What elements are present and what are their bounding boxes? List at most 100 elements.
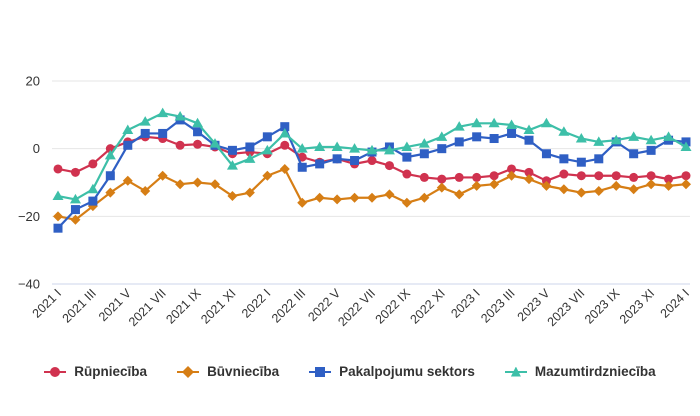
data-point[interactable] <box>53 164 63 174</box>
data-point[interactable] <box>646 145 656 155</box>
data-point[interactable] <box>541 180 552 191</box>
data-point[interactable] <box>454 189 465 200</box>
data-point[interactable] <box>558 184 569 195</box>
data-point[interactable] <box>646 179 657 190</box>
data-point[interactable] <box>104 149 116 160</box>
data-point[interactable] <box>593 136 605 146</box>
data-point[interactable] <box>193 139 203 149</box>
data-point[interactable] <box>332 154 342 164</box>
data-point[interactable] <box>70 167 80 177</box>
data-point[interactable] <box>245 142 255 152</box>
data-point[interactable] <box>279 163 290 174</box>
data-point[interactable] <box>105 171 115 181</box>
data-point[interactable] <box>401 141 413 151</box>
data-point[interactable] <box>629 149 639 159</box>
data-point[interactable] <box>384 189 395 200</box>
data-point[interactable] <box>140 185 151 196</box>
data-point[interactable] <box>193 127 203 137</box>
data-point[interactable] <box>227 191 238 202</box>
data-point[interactable] <box>192 177 203 188</box>
data-point[interactable] <box>418 138 430 148</box>
data-point[interactable] <box>524 135 534 145</box>
data-point[interactable] <box>350 156 360 166</box>
data-point[interactable] <box>594 171 604 181</box>
data-point[interactable] <box>210 179 220 190</box>
data-point[interactable] <box>192 117 204 128</box>
data-point[interactable] <box>70 205 80 215</box>
data-point[interactable] <box>367 192 377 203</box>
legend-item-3[interactable]: Mazumtirdzniecība <box>504 364 656 379</box>
data-point[interactable] <box>261 144 273 155</box>
data-point[interactable] <box>664 174 674 184</box>
data-point[interactable] <box>280 122 290 132</box>
data-point[interactable] <box>158 128 168 138</box>
data-point[interactable] <box>69 193 81 204</box>
data-point[interactable] <box>594 154 604 164</box>
data-point[interactable] <box>296 143 308 153</box>
data-point[interactable] <box>315 159 325 169</box>
data-point[interactable] <box>88 159 98 169</box>
legend-item-0[interactable]: Rūpniecība <box>44 364 147 379</box>
data-point[interactable] <box>53 223 63 233</box>
data-point[interactable] <box>453 121 465 131</box>
data-point[interactable] <box>139 116 151 126</box>
data-point[interactable] <box>70 214 81 225</box>
data-point[interactable] <box>454 172 464 182</box>
data-point[interactable] <box>367 156 377 166</box>
data-point[interactable] <box>645 134 657 145</box>
data-point[interactable] <box>489 171 499 181</box>
data-point[interactable] <box>227 145 237 155</box>
data-point[interactable] <box>53 211 63 222</box>
data-point[interactable] <box>226 160 238 170</box>
data-point[interactable] <box>646 171 656 181</box>
data-point[interactable] <box>419 172 429 182</box>
data-point[interactable] <box>280 140 290 150</box>
data-point[interactable] <box>489 179 500 190</box>
data-point[interactable] <box>437 144 447 154</box>
data-point[interactable] <box>174 111 186 121</box>
data-point[interactable] <box>523 124 535 135</box>
data-point[interactable] <box>628 184 639 195</box>
data-point[interactable] <box>88 196 98 206</box>
data-point[interactable] <box>524 167 534 177</box>
data-point[interactable] <box>681 171 691 181</box>
data-point[interactable] <box>383 144 395 155</box>
data-point[interactable] <box>576 171 586 181</box>
data-point[interactable] <box>611 171 621 181</box>
data-point[interactable] <box>87 183 99 194</box>
data-point[interactable] <box>279 127 291 138</box>
data-point[interactable] <box>366 144 378 155</box>
data-point[interactable] <box>681 179 691 190</box>
data-point[interactable] <box>244 187 255 198</box>
data-point[interactable] <box>244 153 256 163</box>
data-point[interactable] <box>122 124 134 135</box>
legend-item-2[interactable]: Pakalpojumu sektors <box>309 364 475 379</box>
data-point[interactable] <box>262 170 273 181</box>
data-point[interactable] <box>105 187 116 198</box>
data-point[interactable] <box>419 149 429 159</box>
data-point[interactable] <box>436 182 447 193</box>
data-point[interactable] <box>209 138 221 148</box>
data-point[interactable] <box>576 157 586 167</box>
data-point[interactable] <box>507 164 517 174</box>
data-point[interactable] <box>175 140 185 150</box>
data-point[interactable] <box>541 149 551 159</box>
data-point[interactable] <box>332 194 343 205</box>
data-point[interactable] <box>575 133 587 143</box>
data-point[interactable] <box>472 132 482 142</box>
data-point[interactable] <box>611 180 622 191</box>
data-point[interactable] <box>507 128 517 138</box>
data-point[interactable] <box>419 192 430 203</box>
data-point[interactable] <box>314 192 325 203</box>
data-point[interactable] <box>262 132 272 142</box>
data-point[interactable] <box>402 169 412 179</box>
data-point[interactable] <box>506 170 517 181</box>
data-point[interactable] <box>123 140 133 150</box>
data-point[interactable] <box>558 126 570 136</box>
data-point[interactable] <box>471 117 483 128</box>
data-point[interactable] <box>297 197 308 208</box>
data-point[interactable] <box>297 162 307 172</box>
data-point[interactable] <box>157 170 168 181</box>
data-point[interactable] <box>471 180 482 191</box>
data-point[interactable] <box>436 131 448 141</box>
